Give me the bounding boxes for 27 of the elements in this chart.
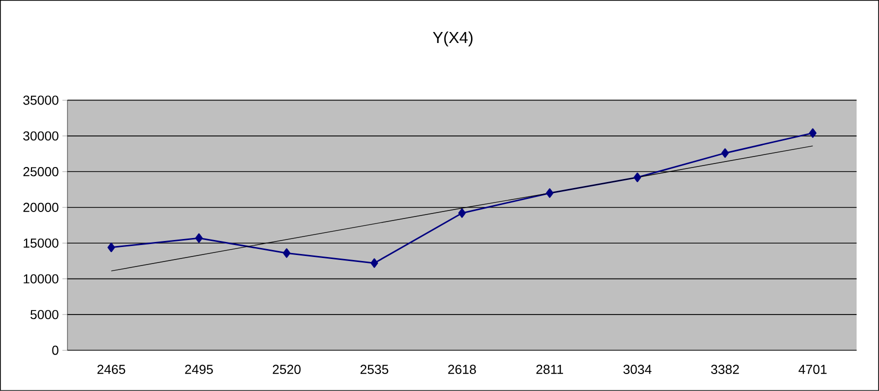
point [108, 242, 116, 252]
x-tick-label: 2811 [536, 364, 564, 374]
y-tick-label: 5000 [30, 310, 58, 320]
x-tick-label: 2495 [185, 364, 213, 374]
chart-title: Y(X4) [432, 32, 472, 46]
y-tick-label: 0 [52, 346, 58, 355]
y-tick-label: 35000 [23, 96, 58, 105]
y-tick-label: 25000 [23, 167, 58, 176]
point [721, 148, 729, 158]
point [370, 258, 378, 268]
x-tick-label: 3034 [623, 364, 652, 374]
x-tick-label: 4701 [798, 364, 827, 374]
x-tick-label: 2465 [97, 364, 126, 374]
y-tick-label: 10000 [24, 274, 58, 284]
y-tick-label: 30000 [23, 131, 58, 141]
x-tick-label: 2535 [360, 364, 388, 374]
point [634, 172, 642, 182]
point [546, 188, 554, 198]
point [458, 208, 466, 218]
point [195, 233, 203, 243]
point [809, 128, 817, 138]
x-tick-label: 3382 [711, 364, 739, 374]
x-tick-label: 2520 [272, 364, 301, 374]
y-tick-label: 20000 [23, 202, 58, 212]
x-tick-label: 2618 [448, 364, 476, 374]
point [282, 248, 290, 258]
y-tick-label: 15000 [24, 238, 58, 248]
